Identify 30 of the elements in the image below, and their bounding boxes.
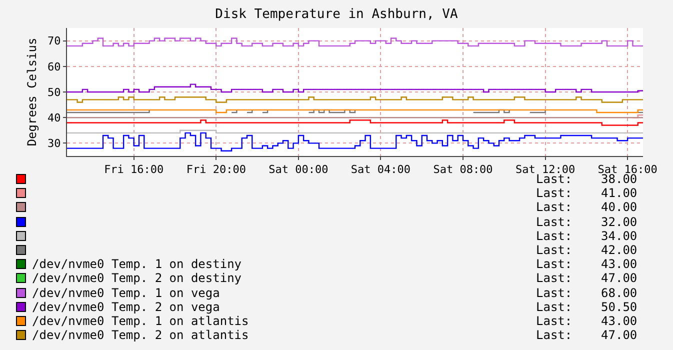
text: Last: 38.00 bbox=[536, 172, 638, 186]
legend-label: /dev/nvme0 Temp. 2 on destiny bbox=[32, 271, 242, 286]
legend-label: /dev/nvme0 Temp. 1 on vega bbox=[32, 286, 220, 300]
text: Last: 43.00 bbox=[536, 314, 638, 328]
y-tick-label: 50 bbox=[48, 86, 61, 99]
legend-label: /dev/nvme0 Temp. 1 on destiny bbox=[32, 257, 242, 272]
text: Last: 47.00 bbox=[536, 328, 638, 342]
x-tick-label: Sat 00:00 bbox=[268, 163, 328, 176]
text: Last: 34.00 bbox=[536, 228, 638, 243]
text: Last: 42.00 bbox=[536, 242, 638, 258]
y-axis-title: Degrees Celsius bbox=[24, 38, 39, 146]
text: Last: 68.00 bbox=[536, 286, 638, 300]
x-tick-label: Sat 04:00 bbox=[350, 163, 411, 176]
y-tick-label: 60 bbox=[48, 60, 61, 74]
text: Last: 50.50 bbox=[536, 300, 638, 314]
text: Last: 41.00 bbox=[536, 186, 638, 200]
legend-label: /dev/nvme0 Temp. 1 on atlantis bbox=[32, 314, 249, 328]
text: Last: 40.00 bbox=[536, 200, 638, 215]
text: Last: 47.00 bbox=[536, 271, 638, 286]
legend-label: /dev/nvme0 Temp. 2 on vega bbox=[32, 300, 220, 314]
legend-label: /dev/nvme0 Temp. 2 on atlantis bbox=[32, 328, 249, 342]
y-tick-label: 40 bbox=[48, 111, 61, 124]
x-tick-label: Fri 20:00 bbox=[186, 163, 246, 176]
y-tick-label: 70 bbox=[48, 34, 61, 48]
x-tick-label: Fri 16:00 bbox=[104, 163, 164, 176]
text: Last: 43.00 bbox=[536, 257, 638, 272]
x-tick-label: Sat 08:00 bbox=[433, 163, 493, 176]
chart-title: Disk Temperature in Ashburn, VA bbox=[215, 6, 458, 22]
y-tick-label: 30 bbox=[48, 137, 61, 150]
text: Last: 32.00 bbox=[536, 214, 638, 229]
